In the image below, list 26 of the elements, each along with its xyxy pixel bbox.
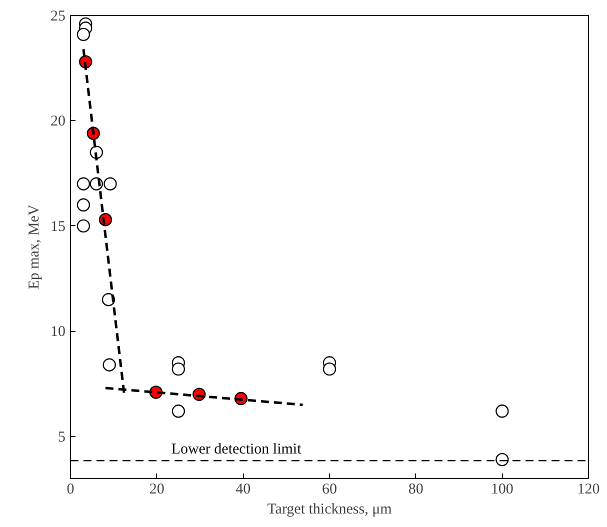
- y-axis-title: Ep max, MeV: [26, 204, 42, 290]
- x-tick-label: 100: [490, 482, 514, 498]
- point: [496, 404, 509, 418]
- y-tick-label: 5: [58, 429, 66, 446]
- x-tick-label: 20: [149, 482, 164, 498]
- y-tick-label: 20: [50, 114, 66, 130]
- x-tick-label: 80: [408, 482, 424, 498]
- point: [172, 404, 186, 418]
- y-tick-label: 25: [50, 8, 66, 24]
- x-tick-label: 120: [577, 482, 600, 498]
- y-tick-label: 15: [50, 218, 66, 235]
- x-tick-label: 0: [66, 482, 74, 498]
- x-tick-label: 40: [236, 482, 251, 498]
- point: [496, 452, 509, 466]
- x-axis-title: Target thickness, μm: [267, 502, 392, 518]
- ref-line-label: Lower detection limit: [171, 442, 302, 458]
- point: [102, 358, 116, 372]
- x-tick-label: 60: [322, 482, 337, 498]
- point: [76, 198, 90, 212]
- point: [322, 362, 336, 376]
- y-tick-label: 10: [50, 324, 66, 340]
- point: [76, 177, 90, 190]
- point: [76, 219, 90, 233]
- point: [76, 28, 90, 42]
- point: [172, 362, 186, 376]
- point: [104, 177, 117, 190]
